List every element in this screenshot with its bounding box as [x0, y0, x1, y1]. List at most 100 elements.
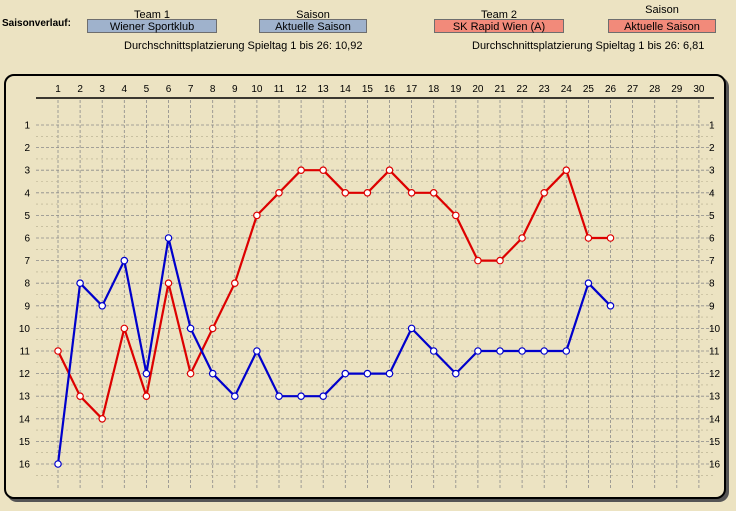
x-tick-label: 4 — [122, 84, 128, 95]
x-tick-label: 3 — [99, 84, 105, 95]
season1-select[interactable]: Aktuelle Saison — [259, 19, 367, 33]
data-point — [451, 211, 460, 220]
data-point — [98, 301, 107, 310]
x-tick-label: 8 — [210, 84, 216, 95]
y-tick-label-right: 2 — [709, 143, 715, 154]
y-tick-label-left: 10 — [19, 324, 31, 335]
data-point — [385, 166, 394, 175]
data-point — [142, 369, 151, 378]
x-tick-label: 21 — [494, 84, 506, 95]
team2-select[interactable]: SK Rapid Wien (A) — [434, 19, 564, 33]
team1-select[interactable]: Wiener Sportklub — [87, 19, 217, 33]
y-tick-label-right: 4 — [709, 188, 715, 199]
y-tick-label-left: 1 — [24, 121, 30, 132]
data-point — [76, 279, 84, 288]
data-point — [363, 189, 372, 197]
y-tick-label-right: 10 — [709, 324, 721, 335]
data-point — [474, 256, 482, 265]
y-tick-label-left: 5 — [24, 211, 30, 222]
x-tick-label: 19 — [450, 84, 462, 95]
y-tick-label-left: 4 — [24, 188, 30, 199]
y-tick-label-right: 14 — [709, 414, 721, 425]
y-tick-label-left: 12 — [19, 369, 31, 380]
y-tick-label-left: 14 — [19, 414, 31, 425]
x-tick-label: 30 — [693, 84, 705, 95]
x-tick-label: 7 — [188, 84, 194, 95]
y-tick-label-left: 6 — [24, 234, 30, 245]
x-tick-label: 26 — [605, 84, 617, 95]
x-tick-label: 2 — [77, 84, 83, 95]
data-point — [606, 234, 615, 242]
team1-title: Team 1 — [133, 9, 171, 21]
data-point — [385, 369, 394, 378]
y-tick-label-left: 15 — [19, 437, 31, 448]
x-tick-label: 6 — [166, 84, 172, 95]
season1-title: Saison — [296, 9, 330, 21]
data-point — [496, 256, 504, 265]
data-point — [164, 279, 173, 288]
data-point — [54, 347, 62, 355]
data-point — [231, 392, 239, 401]
x-tick-label: 10 — [251, 84, 263, 95]
data-point — [253, 211, 261, 220]
x-tick-label: 20 — [472, 84, 484, 95]
y-tick-label-right: 9 — [709, 301, 715, 312]
x-tick-label: 18 — [428, 84, 440, 95]
data-point — [54, 460, 62, 468]
data-point — [208, 324, 217, 333]
team2-title: Team 2 — [480, 9, 518, 21]
data-point — [253, 347, 261, 355]
data-point — [363, 369, 372, 378]
team2-average: Durchschnittsplatzierung Spieltag 1 bis … — [472, 40, 705, 52]
data-point — [407, 189, 416, 197]
x-tick-label: 1 — [55, 84, 61, 95]
data-point — [407, 324, 416, 333]
data-point — [186, 369, 195, 378]
y-tick-label-left: 9 — [24, 301, 30, 312]
x-tick-label: 5 — [144, 84, 150, 95]
y-tick-label-left: 16 — [19, 460, 31, 471]
data-point — [297, 392, 305, 401]
x-tick-label: 12 — [296, 84, 308, 95]
data-point — [208, 369, 217, 378]
y-tick-label-right: 16 — [709, 460, 721, 471]
y-tick-label-right: 6 — [709, 234, 715, 245]
data-point — [562, 166, 571, 175]
data-point — [451, 369, 460, 378]
data-point — [164, 234, 173, 242]
data-point — [606, 301, 615, 310]
x-tick-label: 28 — [649, 84, 661, 95]
y-tick-label-left: 2 — [24, 143, 30, 154]
x-tick-label: 11 — [274, 84, 285, 95]
x-tick-label: 22 — [517, 84, 529, 95]
y-tick-label-left: 7 — [24, 256, 30, 267]
y-tick-label-left: 3 — [24, 166, 30, 177]
y-tick-label-right: 13 — [709, 392, 721, 403]
x-tick-label: 23 — [539, 84, 551, 95]
x-tick-label: 24 — [561, 84, 573, 95]
x-tick-label: 16 — [384, 84, 396, 95]
y-tick-label-right: 11 — [709, 347, 720, 358]
y-tick-label-right: 3 — [709, 166, 715, 177]
x-tick-label: 17 — [406, 84, 418, 95]
season2-select[interactable]: Aktuelle Saison — [608, 19, 716, 33]
data-point — [319, 392, 328, 401]
y-tick-label-right: 5 — [709, 211, 715, 222]
data-point — [540, 189, 549, 197]
data-point — [429, 189, 438, 197]
data-point — [562, 347, 571, 355]
y-tick-label-right: 15 — [709, 437, 721, 448]
data-point — [341, 369, 350, 378]
data-point — [584, 279, 593, 288]
data-point — [297, 166, 305, 175]
data-point — [319, 166, 328, 175]
data-point — [540, 347, 549, 355]
y-tick-label-left: 11 — [20, 347, 31, 358]
data-point — [98, 414, 107, 423]
y-tick-label-left: 13 — [19, 392, 31, 403]
data-point — [76, 392, 84, 401]
data-point — [518, 347, 526, 355]
team1-average: Durchschnittsplatzierung Spieltag 1 bis … — [124, 40, 363, 52]
x-tick-label: 15 — [362, 84, 374, 95]
